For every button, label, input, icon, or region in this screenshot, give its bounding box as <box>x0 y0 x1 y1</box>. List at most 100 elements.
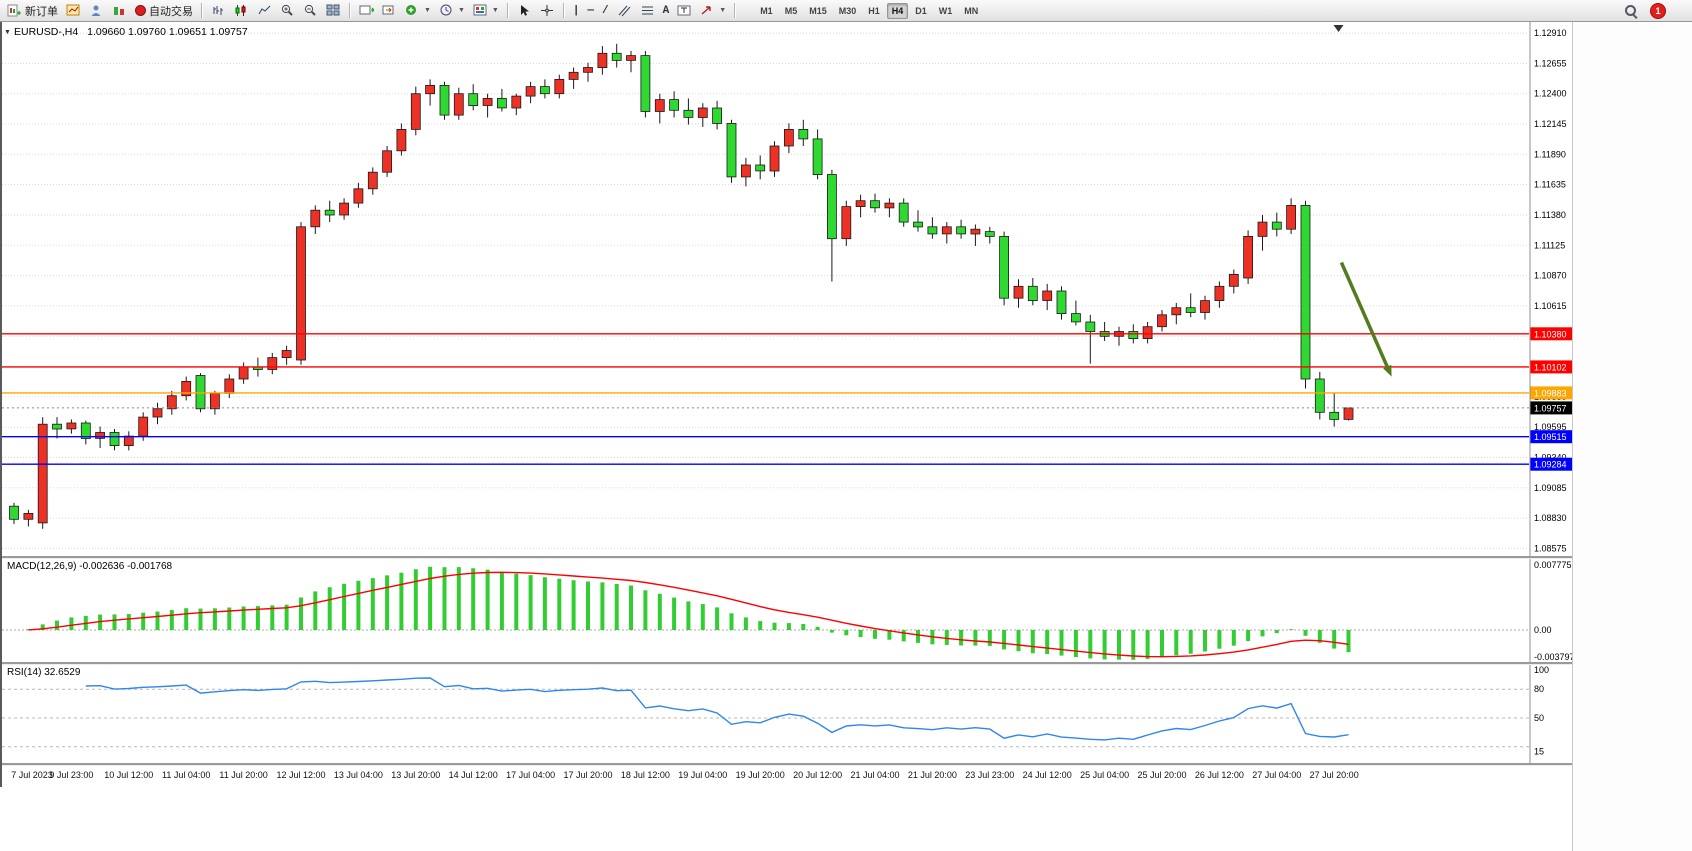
text-tool[interactable]: A <box>662 4 670 17</box>
svg-text:1.09085: 1.09085 <box>1534 483 1567 493</box>
autotrade-button[interactable]: 自动交易 <box>131 1 197 21</box>
time-axis-label: 20 Jul 12:00 <box>793 770 843 780</box>
timeframe-button-d1[interactable]: D1 <box>915 5 927 16</box>
price-chart-canvas[interactable]: 1.12910 1.12655 1.12400 1.12145 1.11890 1.116… <box>2 22 1574 556</box>
timeframe-group: M1 M5 M15 M30 H1 H4 D1 W1 MN <box>754 2 984 19</box>
horizontal-line-tool[interactable]: — <box>587 4 595 17</box>
svg-text:0.007775: 0.007775 <box>1534 560 1572 570</box>
candlestick-chart-icon <box>235 5 246 16</box>
panel-separator[interactable] <box>2 662 1572 665</box>
time-axis-label: 13 Jul 04:00 <box>333 770 383 780</box>
profiles-button[interactable] <box>85 1 108 21</box>
rsi-panel-canvas[interactable]: 100 80 50 15 <box>2 664 1574 763</box>
panel-separator[interactable] <box>2 763 1572 766</box>
toolbar-separator <box>349 3 351 18</box>
crosshair-button[interactable] <box>536 1 559 21</box>
timeframe-button-mn[interactable]: MN <box>964 5 979 16</box>
time-axis-label: 24 Jul 12:00 <box>1022 770 1072 780</box>
time-axis-label: 11 Jul 04:00 <box>162 770 211 780</box>
macd-panel-canvas[interactable]: 0.007775 0.00 -0.003797 <box>2 558 1574 662</box>
timeframe-button-m1[interactable]: M1 <box>760 5 773 16</box>
time-axis-label: 19 Jul 04:00 <box>678 770 728 780</box>
svg-text:1.10380: 1.10380 <box>1534 329 1567 339</box>
line-chart-icon <box>258 5 271 15</box>
autotrade-label: 自动交易 <box>149 5 193 18</box>
svg-text:1.10102: 1.10102 <box>1534 362 1567 372</box>
candlestick-chart-button[interactable] <box>230 1 253 21</box>
auto-scroll-icon <box>359 5 374 15</box>
svg-text:1.08575: 1.08575 <box>1534 543 1567 553</box>
time-axis-label: 14 Jul 12:00 <box>448 770 498 780</box>
cursor-icon <box>520 5 529 16</box>
fibonacci-tool[interactable] <box>636 1 659 21</box>
templates-button[interactable]: ▼ <box>469 1 503 21</box>
new-order-icon <box>7 4 21 17</box>
time-axis-label: 12 Jul 12:00 <box>276 770 326 780</box>
toolbar-separator <box>562 3 565 18</box>
tile-windows-button[interactable] <box>322 1 345 21</box>
channel-tool[interactable] <box>613 1 636 21</box>
macd-label: MACD(12,26,9) -0.002636 -0.001768 <box>7 561 173 572</box>
notification-badge[interactable]: 1 <box>1650 3 1666 19</box>
svg-text:1.09340: 1.09340 <box>1534 453 1567 463</box>
arrow-tool-icon <box>701 6 711 15</box>
svg-text:1.09284: 1.09284 <box>1534 460 1567 470</box>
tile-windows-icon <box>326 4 340 16</box>
time-axis-label: 26 Jul 12:00 <box>1194 770 1244 780</box>
chart-shift-button[interactable] <box>378 1 401 21</box>
timeframe-button-h4[interactable]: H4 <box>886 2 909 19</box>
arrows-tool[interactable]: ▼ <box>696 1 730 21</box>
line-chart-button[interactable] <box>253 1 276 21</box>
time-axis[interactable]: 7 Jul 2023 9 Jul 23:00 10 Jul 12:00 11 Jul … <box>2 765 1572 787</box>
svg-text:1.08830: 1.08830 <box>1534 513 1567 523</box>
profiles-icon <box>91 5 101 16</box>
auto-scroll-button[interactable] <box>355 1 378 21</box>
time-axis-label: 17 Jul 20:00 <box>563 770 613 780</box>
time-axis-label: 9 Jul 23:00 <box>49 770 94 780</box>
time-axis-label: 27 Jul 04:00 <box>1252 770 1302 780</box>
text-label-tool[interactable] <box>673 1 696 21</box>
cursor-button[interactable] <box>513 1 536 21</box>
bar-chart-button[interactable] <box>207 1 230 21</box>
time-axis-label: 23 Jul 23:00 <box>965 770 1015 780</box>
crosshair-icon <box>540 5 553 16</box>
rsi-label: RSI(14) 32.6529 <box>7 667 81 678</box>
search-icon[interactable] <box>1624 4 1638 18</box>
zoom-in-button[interactable] <box>276 1 299 21</box>
time-axis-label: 10 Jul 12:00 <box>104 770 154 780</box>
svg-text:1.09757: 1.09757 <box>1534 403 1567 413</box>
symbol-title: EURUSD-,H4 <box>14 26 79 38</box>
periods-button[interactable]: ▼ <box>435 1 469 21</box>
timeframe-button-m5[interactable]: M5 <box>784 5 798 16</box>
zoom-out-button[interactable] <box>299 1 322 21</box>
svg-text:1.09515: 1.09515 <box>1534 432 1567 442</box>
svg-text:0.00: 0.00 <box>1534 625 1552 635</box>
svg-text:1.11635: 1.11635 <box>1534 180 1566 190</box>
chart-area[interactable]: ▼ EURUSD-,H4 1.09660 1.09760 1.09651 1.0… <box>0 22 1574 787</box>
vertical-line-tool[interactable]: | <box>572 4 580 17</box>
one-click-trading-expander[interactable]: ▼ <box>4 29 11 36</box>
timeframe-button-m30[interactable]: M30 <box>838 5 857 16</box>
dropdown-caret-icon: ▼ <box>719 7 727 14</box>
timeframe-button-w1[interactable]: W1 <box>938 5 953 16</box>
timeframe-button-m15[interactable]: M15 <box>809 5 827 16</box>
chart-shift-icon <box>382 5 394 15</box>
time-axis-label: 27 Jul 20:00 <box>1309 770 1359 780</box>
new-chart-button[interactable] <box>62 1 85 21</box>
timeframe-button-h1[interactable]: H1 <box>868 5 880 16</box>
new-chart-icon <box>66 4 80 16</box>
new-order-label: 新订单 <box>25 5 58 18</box>
panel-separator[interactable] <box>2 556 1572 559</box>
svg-text:15: 15 <box>1534 747 1544 757</box>
trendline-tool[interactable]: / <box>602 4 609 17</box>
indicators-button[interactable]: ▼ <box>401 1 435 21</box>
dropdown-caret-icon: ▼ <box>491 7 499 14</box>
time-axis-label: 11 Jul 20:00 <box>219 770 268 780</box>
svg-text:-0.003797: -0.003797 <box>1534 652 1574 662</box>
toolbar: 新订单 自动交易 ▼ ▼ ▼ | — / <box>0 0 1692 22</box>
svg-text:1.12655: 1.12655 <box>1534 58 1567 68</box>
chart-header: EURUSD-,H4 1.09660 1.09760 1.09651 1.097… <box>14 26 248 38</box>
market-watch-button[interactable] <box>108 1 131 21</box>
new-order-button[interactable]: 新订单 <box>3 1 62 21</box>
